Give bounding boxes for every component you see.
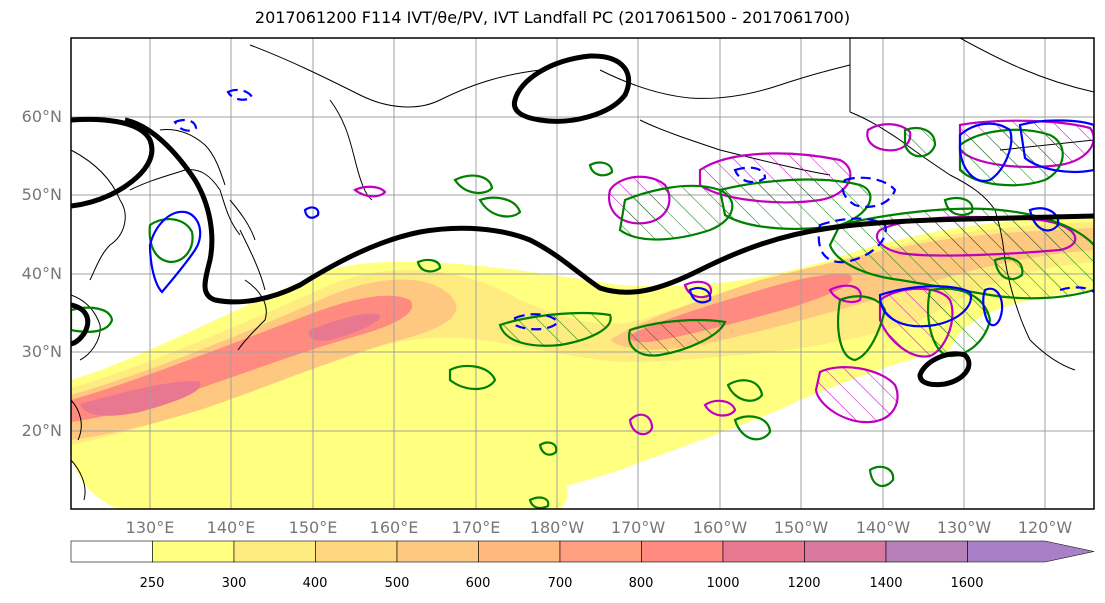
colorbar-label-1000: 1000 xyxy=(706,576,740,591)
colorbar-label-1600: 1600 xyxy=(950,576,984,591)
lon-label-140e: 140°E xyxy=(206,518,256,537)
lon-label-140w: 140°W xyxy=(855,518,911,537)
colorbar xyxy=(70,540,1095,563)
lon-label-150e: 150°E xyxy=(288,518,338,537)
lon-label-150w: 150°W xyxy=(773,518,829,537)
lon-label-160e: 160°E xyxy=(369,518,419,537)
lon-label-120w: 120°W xyxy=(1017,518,1073,537)
pv-contours xyxy=(71,53,1094,388)
ivt-1000-mid xyxy=(309,313,381,341)
lon-label-170w: 170°W xyxy=(610,518,666,537)
lon-label-180w: 180°W xyxy=(529,518,585,537)
lat-label-30n: 30°N xyxy=(21,342,62,361)
lon-label-130w: 130°W xyxy=(936,518,992,537)
colorbar-label-400: 400 xyxy=(302,576,328,591)
colorbar-label-800: 800 xyxy=(628,576,654,591)
lat-label-60n: 60°N xyxy=(21,107,62,126)
colorbar-label-1200: 1200 xyxy=(787,576,821,591)
lat-label-40n: 40°N xyxy=(21,264,62,283)
green-contours xyxy=(71,127,1094,509)
blue-contours xyxy=(148,88,1094,331)
map-title: 2017061200 F114 IVT/θe/PV, IVT Landfall … xyxy=(254,8,851,27)
lon-label-130e: 130°E xyxy=(125,518,175,537)
ivt-250-south xyxy=(150,408,568,509)
ivt-1000 xyxy=(80,381,201,416)
lon-label-160w: 160°W xyxy=(692,518,748,537)
lat-label-20n: 20°N xyxy=(21,421,62,440)
colorbar-label-500: 500 xyxy=(384,576,410,591)
colorbar-label-600: 600 xyxy=(465,576,491,591)
colorbar-label-250: 250 xyxy=(139,576,165,591)
colorbar-label-700: 700 xyxy=(547,576,573,591)
lat-label-50n: 50°N xyxy=(21,185,62,204)
map-frame xyxy=(70,37,1095,510)
colorbar-label-1400: 1400 xyxy=(869,576,903,591)
colorbar-label-300: 300 xyxy=(221,576,247,591)
lon-label-170e: 170°E xyxy=(451,518,501,537)
